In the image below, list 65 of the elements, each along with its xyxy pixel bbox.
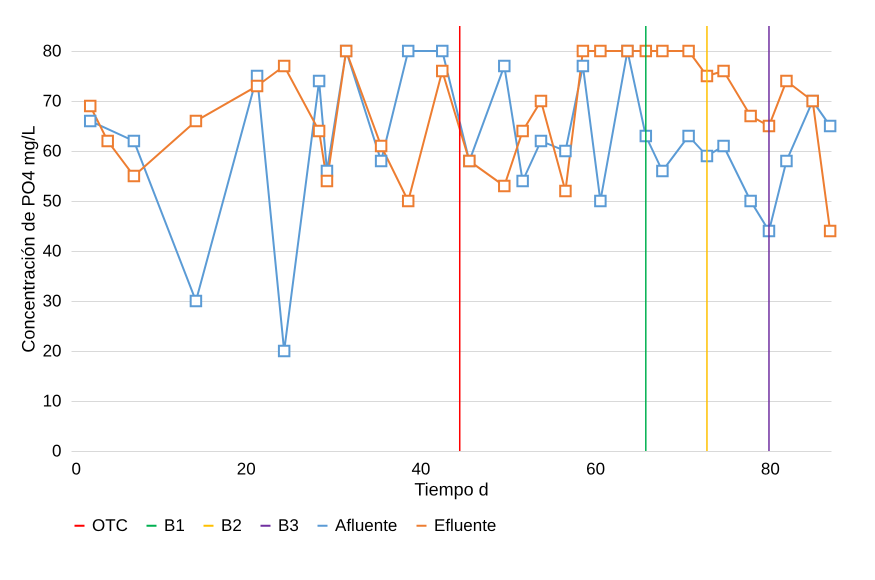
point (744, 110, 757, 122)
point (101, 134, 114, 148)
point (84, 100, 96, 112)
point (84, 114, 96, 128)
point (682, 44, 695, 58)
x-tick-label: 40 (411, 460, 430, 478)
y-tick-label: 30 (42, 292, 62, 310)
point (824, 224, 836, 238)
point (576, 44, 590, 58)
point (128, 134, 140, 148)
point (594, 194, 607, 208)
point (516, 174, 529, 188)
point (128, 170, 140, 182)
x-tick-label: 80 (760, 460, 780, 478)
point (744, 194, 757, 208)
point (559, 144, 572, 158)
legend-label: OTC (92, 516, 128, 535)
point (576, 60, 590, 72)
point (656, 44, 669, 58)
point (374, 140, 388, 152)
x-axis-title: Tiempo d (414, 480, 489, 500)
point (402, 194, 414, 208)
point (278, 344, 290, 358)
point (320, 174, 334, 188)
point (559, 184, 572, 198)
x-tick-label: 60 (586, 460, 606, 478)
point (312, 74, 326, 88)
point (534, 134, 548, 148)
point (312, 124, 326, 138)
point (498, 60, 511, 72)
point (594, 44, 607, 58)
point (780, 74, 793, 88)
point (498, 180, 511, 192)
legend-label: B1 (164, 516, 185, 535)
point (824, 120, 836, 132)
point (516, 124, 529, 138)
point (436, 64, 449, 78)
y-tick-label: 10 (42, 392, 62, 410)
point (278, 60, 290, 72)
point (717, 140, 730, 152)
x-tick-label: 0 (72, 460, 81, 478)
point (190, 294, 202, 308)
point (436, 44, 449, 58)
y-axis-title: Concentración de PO4 mg/L (18, 125, 39, 353)
y-tick-label: 20 (42, 342, 62, 360)
x-tick-label: 20 (236, 460, 256, 478)
point (656, 164, 669, 178)
y-tick-label: 60 (42, 142, 62, 160)
legend-label: Efluente (434, 516, 496, 535)
y-tick-label: 80 (42, 42, 62, 60)
legend-label: Afluente (335, 516, 398, 535)
y-tick-label: 70 (42, 92, 62, 110)
legend-label: B3 (278, 516, 299, 535)
point (682, 130, 695, 142)
legend-label: B2 (221, 516, 242, 535)
point (374, 154, 388, 168)
point (717, 64, 730, 78)
y-tick-label: 50 (42, 192, 62, 210)
point (190, 114, 202, 128)
point (402, 44, 414, 58)
y-tick-label: 0 (52, 442, 62, 460)
point (534, 94, 548, 108)
point (780, 154, 793, 168)
y-tick-label: 40 (42, 242, 62, 260)
point (250, 80, 264, 92)
